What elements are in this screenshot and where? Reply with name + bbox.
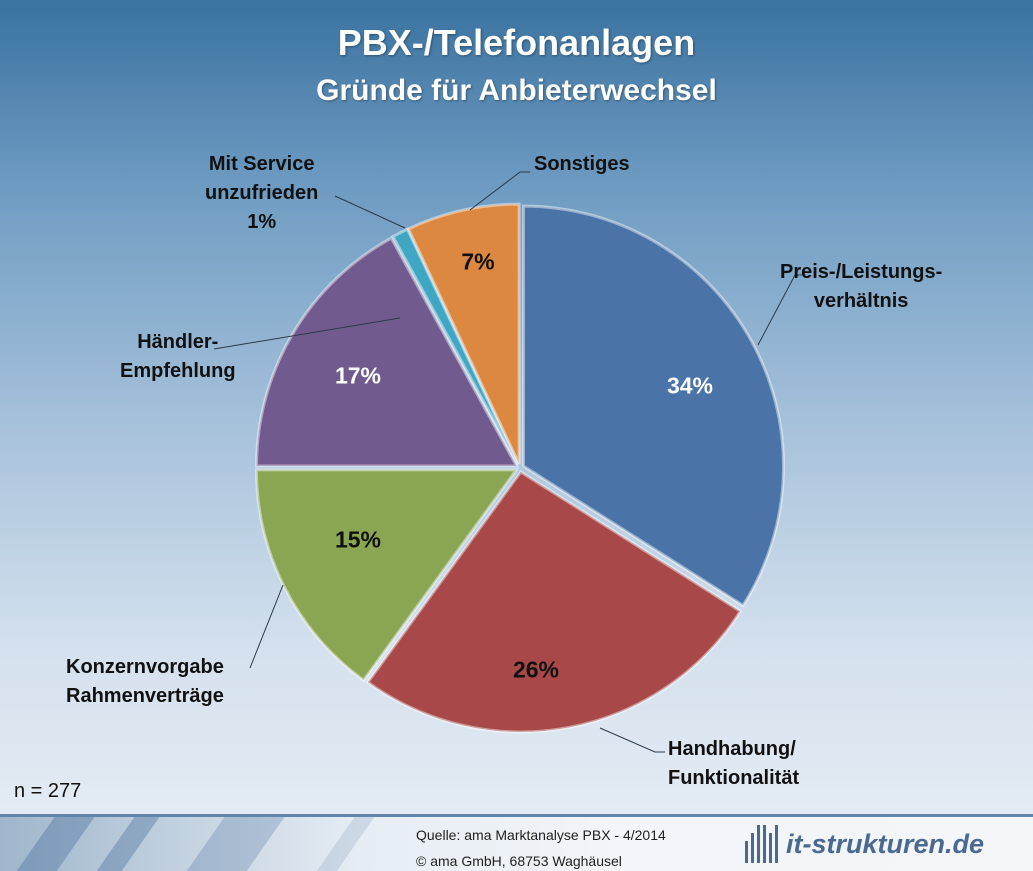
pie-slice-sonstiges (406, 202, 521, 465)
source-text: Quelle: ama Marktanalyse PBX - 4/2014 (416, 827, 666, 843)
pct-konzern: 15% (334, 526, 382, 553)
leader-line-sonstiges (469, 171, 530, 211)
pct-sonstiges: 7% (461, 248, 495, 275)
chart-title: PBX-/Telefonanlagen (337, 22, 696, 63)
sample-size: n = 277 (14, 780, 82, 802)
label-preis: Preis-/Leistungs-verhältnis (780, 261, 943, 312)
chart-subtitle: Gründe für Anbieterwechsel (316, 74, 717, 107)
copyright-text: © ama GmbH, 68753 Waghäusel (416, 853, 622, 869)
leader-line-preis (757, 274, 802, 346)
leader-line-konzern (249, 584, 284, 669)
pie-slice-konzern (254, 468, 520, 683)
pie-slice-handhabung (365, 469, 743, 734)
label-konzern: Konzernvorgabe Rahmenverträge (66, 656, 224, 707)
pie-slice-preis (522, 204, 786, 608)
label-service: Mit Service unzufrieden 1% (205, 153, 319, 233)
pct-haendler: 17% (334, 362, 382, 389)
logo: it-strukturen.de (745, 825, 984, 863)
logo-text: it-strukturen.de (786, 828, 985, 859)
pie-slice-service (390, 227, 520, 466)
pct-preis: 34% (666, 372, 714, 399)
leader-line-service (334, 195, 406, 229)
footer: Quelle: ama Marktanalyse PBX - 4/2014 © … (0, 814, 1033, 871)
leader-line-haendler (213, 317, 401, 350)
pie-slice-haendler (255, 236, 520, 468)
label-handhabung: Handhabung/Funktionalität (668, 738, 800, 789)
label-haendler: Händler- Empfehlung (120, 331, 236, 382)
leader-line-handhabung (599, 727, 665, 753)
label-sonstiges: Sonstiges (534, 153, 630, 175)
logo-bars-icon (745, 825, 778, 863)
pct-handhabung: 26% (512, 656, 560, 683)
